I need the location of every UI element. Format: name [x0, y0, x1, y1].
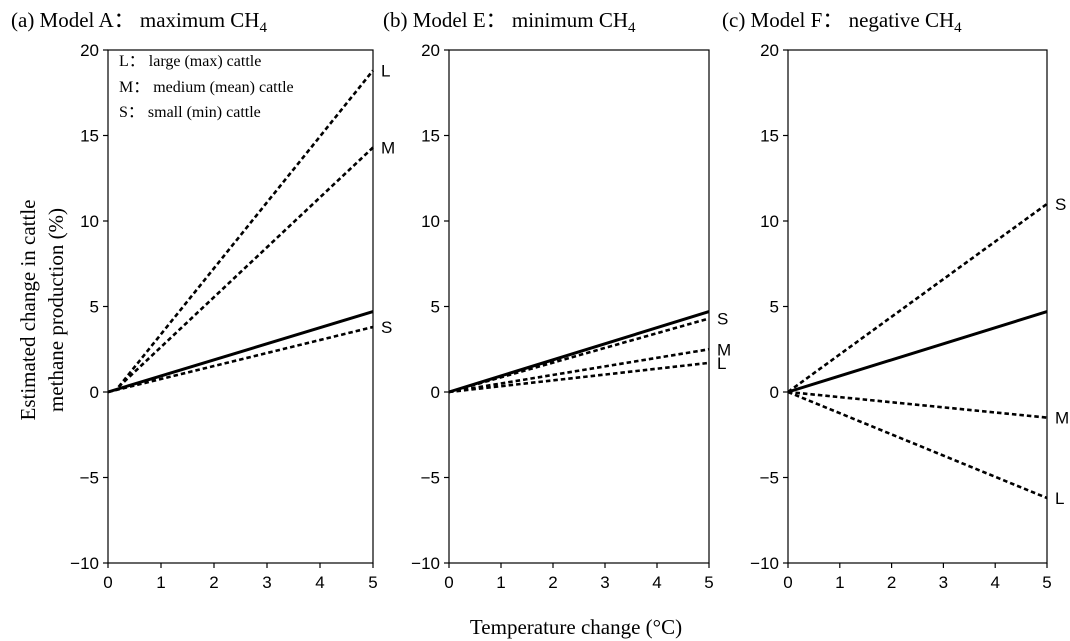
y-tick-label: 20 [80, 41, 99, 60]
x-axis-label: Temperature change (°C) [470, 615, 682, 639]
series-label-M: M [381, 138, 395, 157]
y-tick-label: −10 [750, 554, 779, 573]
plot-frame [107, 49, 374, 564]
y-tick-label: 10 [80, 212, 99, 231]
series-line-M [117, 146, 374, 388]
x-tick-label: 1 [496, 573, 505, 592]
x-tick-label: 5 [704, 573, 713, 592]
x-tick-label: 4 [652, 573, 661, 592]
x-tick-label: 2 [209, 573, 218, 592]
x-tick-label: 1 [835, 573, 844, 592]
x-tick-label: 0 [783, 573, 792, 592]
series-label-S: S [1055, 195, 1066, 214]
series-line-S [448, 317, 710, 394]
panel-title: (c) Model F： negative CH4 [722, 8, 962, 36]
series-line-L [117, 69, 375, 388]
y-tick-label: −5 [80, 469, 99, 488]
series-line-solid [787, 310, 1048, 394]
x-tick-label: 2 [548, 573, 557, 592]
panel-title: (a) Model A： maximum CH4 [11, 8, 267, 36]
series-line-M [448, 348, 710, 394]
x-tick-label: 5 [368, 573, 377, 592]
plot-frame [448, 49, 710, 564]
panel-title-subscript: 4 [259, 20, 267, 36]
series-label-S: S [381, 318, 392, 337]
y-tick-label: 15 [421, 127, 440, 146]
x-tick-label: 0 [103, 573, 112, 592]
x-tick-label: 1 [156, 573, 165, 592]
plot-frame [787, 49, 1048, 564]
panel-title: (b) Model E： minimum CH4 [383, 8, 636, 36]
y-tick-label: −5 [760, 469, 779, 488]
series-line-L [448, 361, 710, 394]
y-tick-label: 0 [770, 383, 779, 402]
legend-entry-medium: M： medium (mean) cattle [119, 79, 294, 96]
y-tick-label: −10 [70, 554, 99, 573]
x-tick-label: 3 [939, 573, 948, 592]
y-tick-label: 20 [760, 41, 779, 60]
x-tick-label: 4 [315, 573, 324, 592]
series-label-M: M [1055, 409, 1069, 428]
y-tick-label: 15 [760, 127, 779, 146]
x-tick-label: 2 [887, 573, 896, 592]
x-tick-label: 3 [262, 573, 271, 592]
panel-title-subscript: 4 [628, 20, 636, 36]
x-tick-label: 0 [444, 573, 453, 592]
y-tick-label: 10 [421, 212, 440, 231]
series-line-solid [107, 310, 374, 394]
series-line-L [787, 390, 1048, 500]
y-tick-label: 10 [760, 212, 779, 231]
panel-b: (b) Model E： minimum CH4 −10 −5 0 5 10 15 20 0 1 2… [383, 8, 731, 592]
series-label-L: L [381, 62, 390, 81]
y-tick-label: −10 [411, 554, 440, 573]
panel-a: (a) Model A： maximum CH4 −10 −5 0 5 10 15 20 0 1 2… [11, 8, 395, 592]
series-line-S [107, 325, 374, 394]
series-label-L: L [717, 354, 726, 373]
y-tick-label: 5 [431, 298, 440, 317]
x-tick-label: 5 [1042, 573, 1051, 592]
y-tick-label: 20 [421, 41, 440, 60]
x-tick-label: 3 [600, 573, 609, 592]
panel-title-subscript: 4 [954, 20, 962, 36]
x-tick-label: 4 [990, 573, 999, 592]
legend-entry-small: S： small (min) cattle [119, 104, 261, 121]
y-tick-label: −5 [421, 469, 440, 488]
series-label-L: L [1055, 489, 1064, 508]
y-axis-label-line1: Estimated change in cattle [16, 200, 40, 421]
y-tick-label: 5 [90, 298, 99, 317]
series-label-S: S [717, 309, 728, 328]
series-line-M [787, 390, 1048, 419]
series-line-S [787, 202, 1048, 394]
series-label-M: M [717, 340, 731, 359]
y-tick-label: 0 [431, 383, 440, 402]
y-tick-label: 5 [770, 298, 779, 317]
y-tick-label: 15 [80, 127, 99, 146]
legend-entry-large: L： large (max) cattle [119, 53, 261, 70]
y-axis-label-line2: methane production (%) [44, 208, 68, 412]
y-tick-label: 0 [90, 383, 99, 402]
